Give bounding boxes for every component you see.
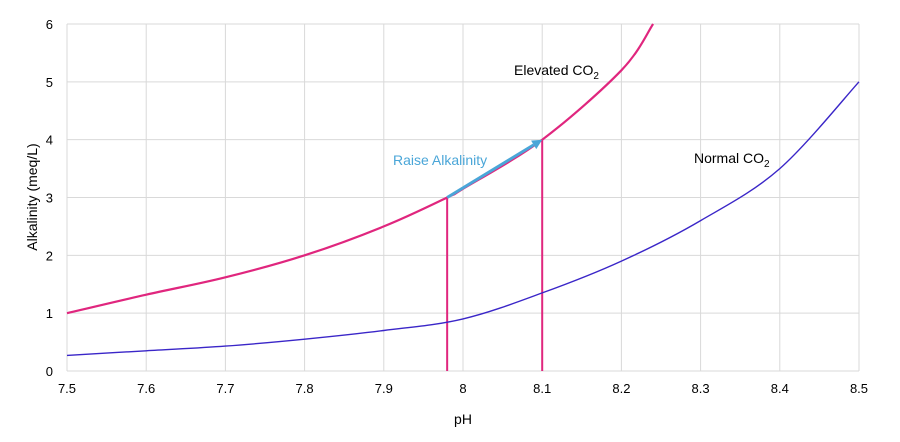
x-tick-label: 8.2 xyxy=(612,381,630,396)
y-tick-label: 5 xyxy=(46,75,53,90)
arrow-shaft xyxy=(446,143,535,199)
y-axis-title: Alkalinity (meq/L) xyxy=(24,143,40,250)
series-line-normal-co2 xyxy=(66,81,860,357)
annotations xyxy=(446,139,543,199)
y-tick-label: 2 xyxy=(46,248,53,263)
annotation-raise-alkalinity: Raise Alkalinity xyxy=(393,152,487,168)
y-tick-label: 3 xyxy=(46,191,53,206)
x-tick-label: 7.6 xyxy=(137,381,155,396)
y-tick-label: 0 xyxy=(46,364,53,379)
x-tick-label: 7.8 xyxy=(296,381,314,396)
x-tick-label: 8.4 xyxy=(771,381,789,396)
y-tick-label: 1 xyxy=(46,306,53,321)
x-tick-label: 8.1 xyxy=(533,381,551,396)
x-tick-label: 8 xyxy=(459,381,466,396)
x-tick-label: 8.3 xyxy=(692,381,710,396)
arrow-head-icon xyxy=(531,139,543,150)
series-line-elevated-co2 xyxy=(66,23,655,315)
y-tick-label: 6 xyxy=(46,17,53,32)
x-axis-title: pH xyxy=(454,411,472,427)
x-tick-label: 8.5 xyxy=(850,381,868,396)
y-tick-labels: 0 1 2 3 4 5 6 xyxy=(46,17,53,379)
x-tick-labels: 7.5 7.6 7.7 7.8 7.9 8 8.1 8.2 8.3 8.4 8.5 xyxy=(58,381,868,396)
x-tick-label: 7.7 xyxy=(216,381,234,396)
x-tick-label: 7.9 xyxy=(375,381,393,396)
y-tick-label: 4 xyxy=(46,133,53,148)
series-label-elevated-co2: Elevated CO2 xyxy=(514,62,599,82)
series-lines xyxy=(66,23,860,357)
series-label-normal-co2: Normal CO2 xyxy=(694,150,770,170)
x-tick-label: 7.5 xyxy=(58,381,76,396)
reference-lines xyxy=(446,139,544,371)
